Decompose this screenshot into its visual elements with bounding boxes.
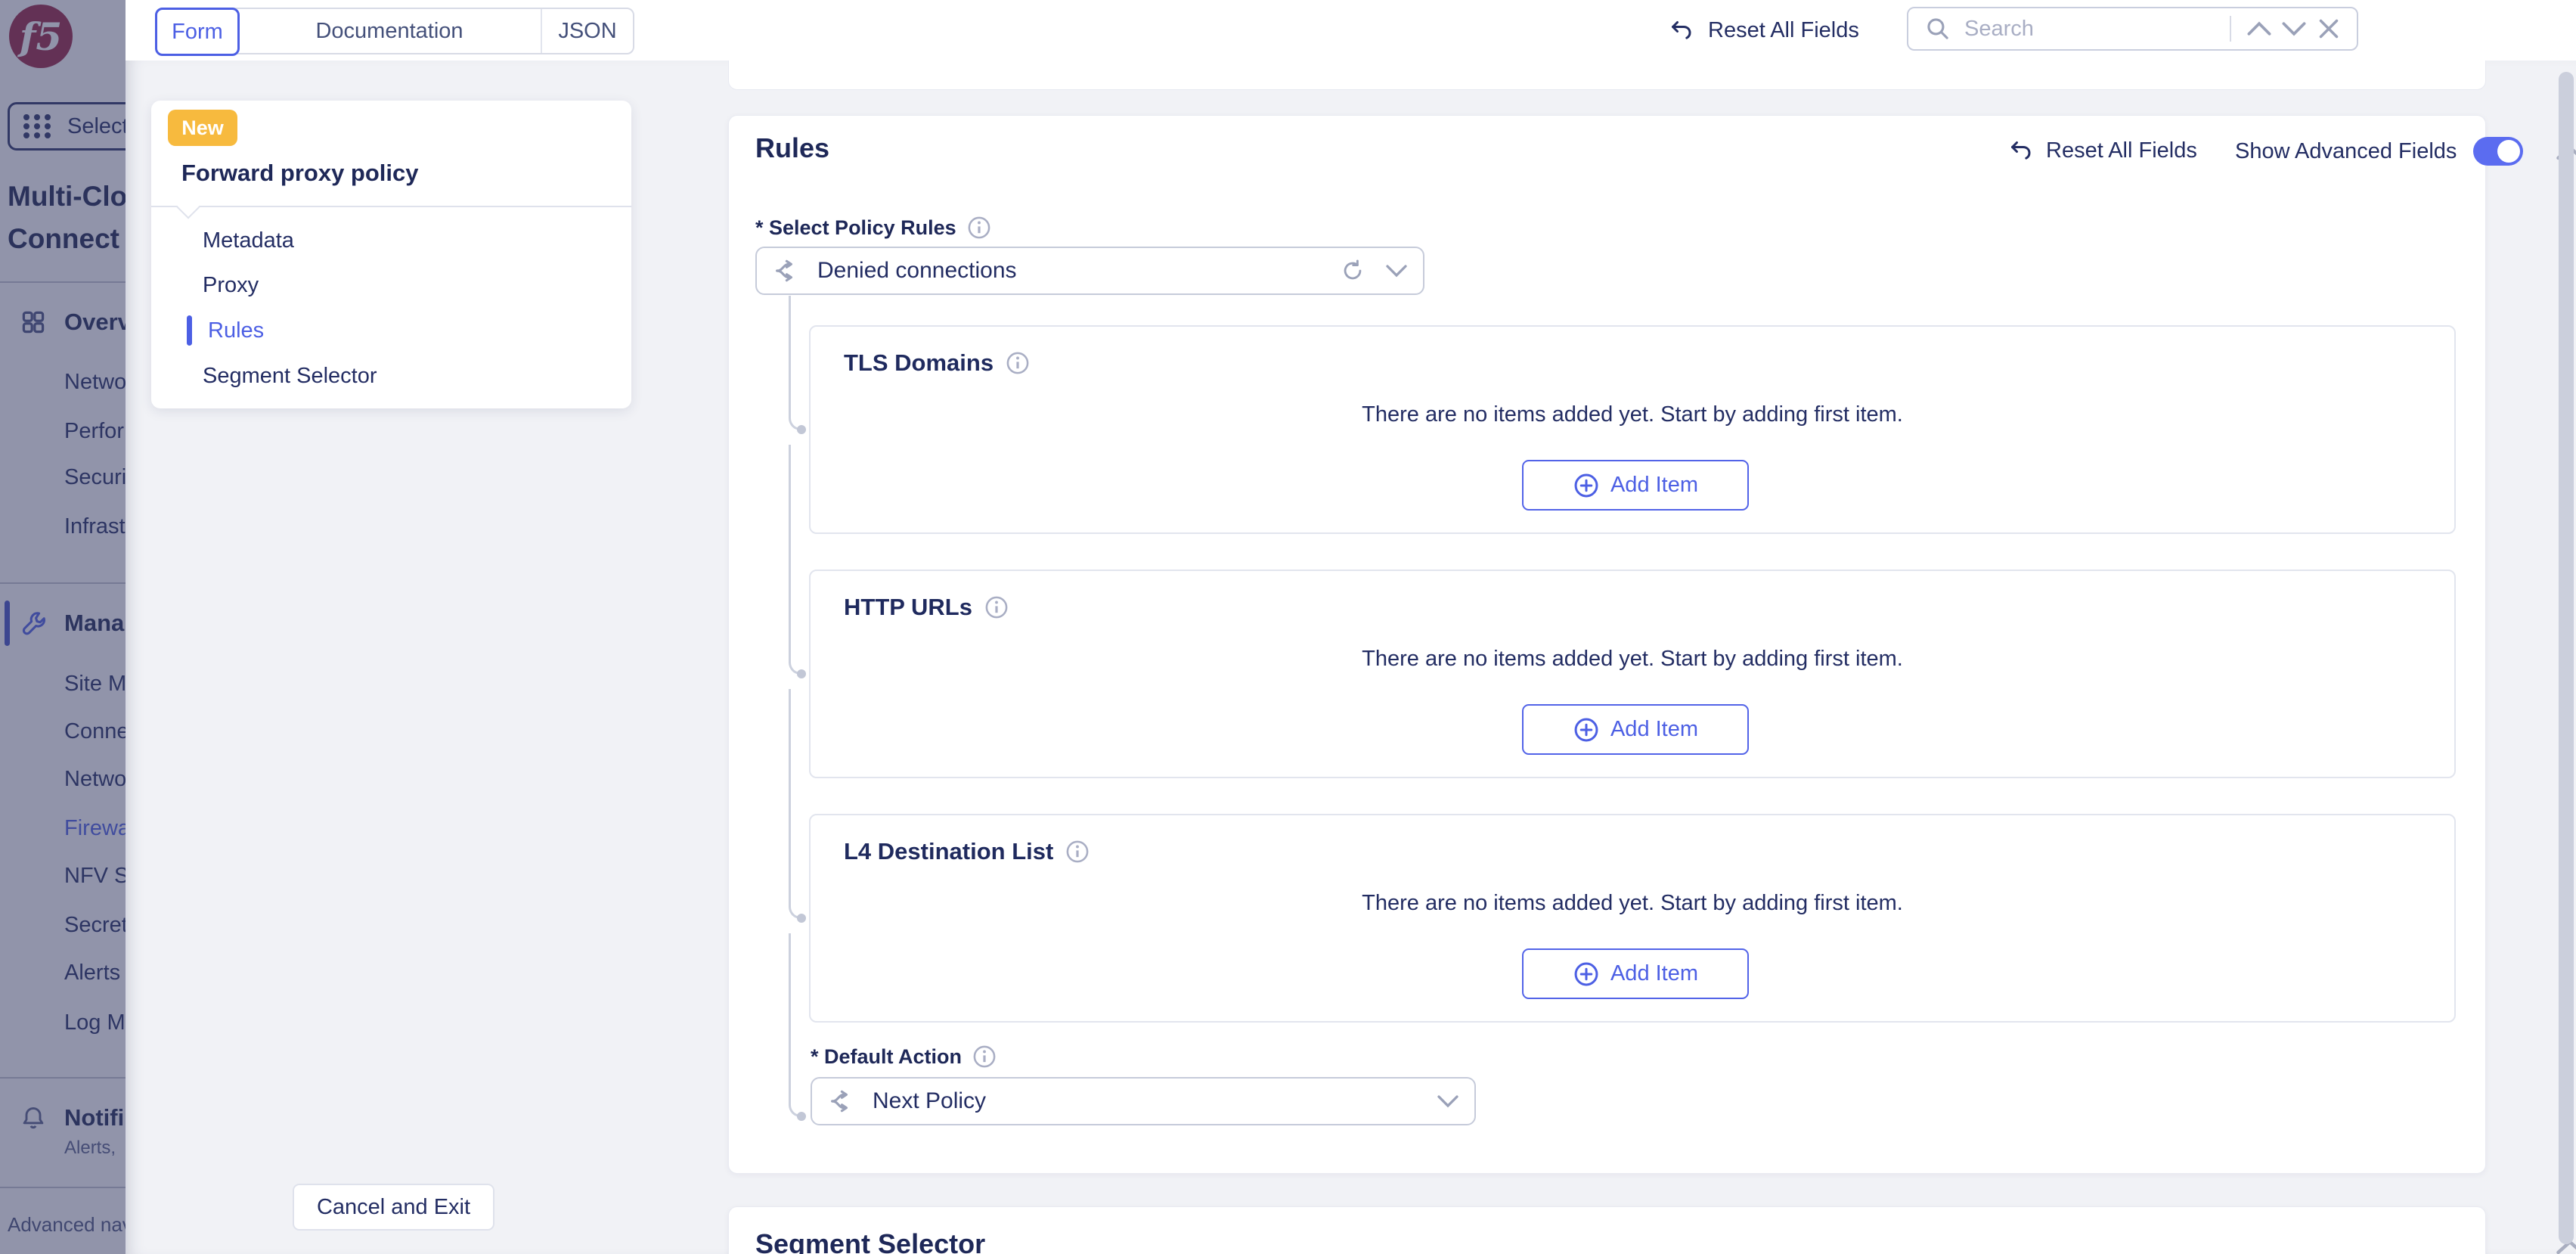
tab-documentation[interactable]: Documentation (315, 18, 463, 43)
empty-state-text: There are no items added yet. Start by a… (1362, 891, 1903, 915)
tree-connector-dot (797, 425, 806, 434)
refresh-icon[interactable] (1340, 258, 1365, 284)
tree-connector (789, 662, 801, 675)
tree-connector-dot (797, 914, 806, 923)
empty-state-text: There are no items added yet. Start by a… (1362, 647, 1903, 671)
form-content-area: New Forward proxy policy Metadata Proxy … (126, 61, 2576, 1254)
tree-connector (789, 417, 801, 430)
search-icon (1923, 14, 1952, 43)
collapse-notch-icon (176, 195, 200, 219)
undo-icon (1667, 17, 1694, 44)
l4-destination-list-card: L4 Destination List There are no items a… (809, 814, 2456, 1023)
search-box (1907, 7, 2358, 51)
info-icon[interactable] (967, 216, 991, 240)
tree-connector (789, 933, 791, 1104)
previous-section-card-bottom (728, 61, 2486, 90)
new-badge: New (168, 110, 237, 146)
active-item-bar (187, 315, 192, 346)
plus-circle-icon (1573, 472, 1600, 499)
search-next-button[interactable] (2277, 11, 2311, 46)
segment-selector-section-card: Segment Selector (728, 1206, 2576, 1254)
form-title: Forward proxy policy (181, 160, 419, 186)
form-nav-panel: New Forward proxy policy Metadata Proxy … (151, 101, 631, 408)
tree-connector (789, 296, 791, 417)
route-branch-icon (773, 256, 802, 285)
reset-all-fields-top[interactable]: Reset All Fields (1667, 0, 1859, 61)
search-input[interactable] (1963, 15, 2219, 42)
tls-domains-title: TLS Domains (844, 349, 1030, 377)
form-nav-item-segment-selector[interactable]: Segment Selector (203, 363, 377, 388)
tree-connector (789, 906, 801, 919)
form-nav-item-rules[interactable]: Rules (208, 318, 265, 343)
show-advanced-fields-label: Show Advanced Fields (2235, 138, 2457, 163)
form-nav-item-proxy[interactable]: Proxy (203, 272, 259, 297)
add-item-button[interactable]: Add Item (1522, 704, 1749, 755)
l4-destination-list-title: L4 Destination List (844, 838, 1090, 865)
tab-json[interactable]: JSON (541, 9, 633, 53)
add-item-button[interactable]: Add Item (1522, 948, 1749, 999)
modal-backdrop[interactable] (0, 0, 126, 1254)
tree-connector-dot (797, 669, 806, 678)
tree-connector (789, 1104, 801, 1117)
view-tabs: Form Documentation JSON (155, 8, 634, 56)
info-icon[interactable] (972, 1044, 997, 1069)
reset-all-fields-section[interactable]: Reset All Fields (2007, 137, 2197, 164)
rules-section-card: Rules Reset All Fields Show Advanced Fie… (728, 115, 2576, 1174)
chevron-down-icon (1385, 263, 1408, 278)
plus-circle-icon (1573, 716, 1600, 743)
info-icon[interactable] (1006, 351, 1030, 375)
show-advanced-fields-toggle[interactable] (2473, 137, 2524, 166)
tree-connector (789, 689, 791, 906)
add-item-button[interactable]: Add Item (1522, 460, 1749, 511)
http-urls-title: HTTP URLs (844, 594, 1009, 621)
select-policy-rules-label: * Select Policy Rules (755, 216, 991, 240)
policy-rules-dropdown[interactable]: Denied connections (755, 247, 1424, 295)
cancel-and-exit-button[interactable]: Cancel and Exit (293, 1184, 494, 1231)
http-urls-card: HTTP URLs There are no items added yet. … (809, 570, 2456, 778)
empty-state-text: There are no items added yet. Start by a… (1362, 402, 1903, 427)
page-scrollbar[interactable] (2559, 72, 2574, 1244)
search-prev-button[interactable] (2242, 11, 2277, 46)
rules-section-title: Rules (755, 132, 830, 163)
search-close-button[interactable] (2311, 11, 2346, 46)
chevron-down-icon (1437, 1094, 1459, 1109)
tls-domains-card: TLS Domains There are no items added yet… (809, 325, 2456, 534)
form-nav-item-metadata[interactable]: Metadata (203, 228, 294, 253)
divider (151, 206, 631, 207)
info-icon[interactable] (984, 595, 1009, 619)
plus-circle-icon (1573, 961, 1600, 988)
segment-selector-title: Segment Selector (755, 1228, 986, 1254)
tree-connector (789, 445, 791, 662)
tab-form[interactable]: Form (155, 8, 240, 56)
default-action-dropdown[interactable]: Next Policy (811, 1077, 1476, 1125)
default-action-label: * Default Action (811, 1044, 997, 1069)
tree-connector-dot (797, 1112, 806, 1121)
undo-icon (2007, 137, 2034, 164)
route-branch-icon (829, 1087, 857, 1116)
divider (2230, 16, 2231, 42)
info-icon[interactable] (1065, 840, 1090, 864)
